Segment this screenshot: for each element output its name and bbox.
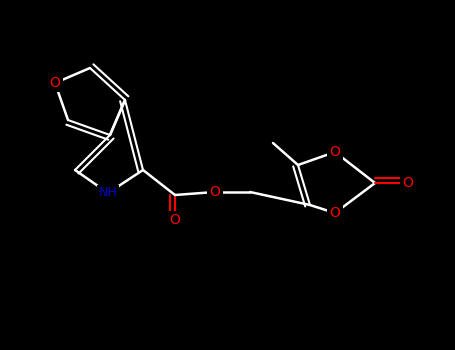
Text: NH: NH: [99, 187, 117, 199]
Text: O: O: [403, 176, 414, 190]
Text: O: O: [329, 145, 340, 159]
Text: O: O: [210, 185, 220, 199]
Text: O: O: [329, 206, 340, 220]
Text: O: O: [170, 213, 181, 227]
Text: O: O: [50, 76, 61, 90]
